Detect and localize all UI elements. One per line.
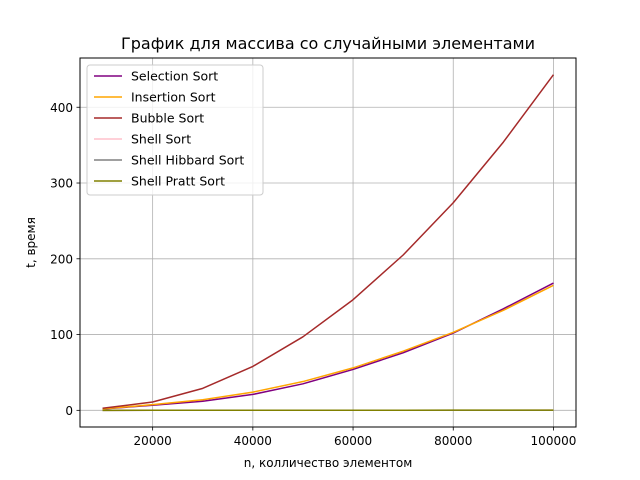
series-line-insertion-sort <box>102 284 554 410</box>
legend-label-selection-sort: Selection Sort <box>131 69 218 84</box>
axis-ticks: 20000 40000 60000 80000 100000 0 100 200 300 400 <box>50 101 576 448</box>
plot-lines <box>102 74 555 412</box>
legend-label-insertion-sort: Insertion Sort <box>131 90 216 105</box>
x-tick-label: 40000 <box>234 434 272 448</box>
legend-label-shell-hibbard-sort: Shell Hibbard Sort <box>131 153 244 168</box>
series-line-bubble-sort <box>102 74 555 410</box>
y-tick-label: 400 <box>50 101 73 115</box>
legend-label-shell-pratt-sort: Shell Pratt Sort <box>131 174 225 189</box>
legend-box <box>86 64 264 196</box>
x-axis-label: n, колличество элементом <box>244 456 413 470</box>
x-tick-label: 80000 <box>434 434 472 448</box>
y-tick-label: 200 <box>50 252 73 266</box>
x-tick-label: 60000 <box>334 434 372 448</box>
y-tick-label: 100 <box>50 328 73 342</box>
plot-frame <box>79 57 577 428</box>
legend-label-bubble-sort: Bubble Sort <box>131 111 204 126</box>
x-tick-label: 20000 <box>134 434 172 448</box>
chart-title: График для массива со случайными элемент… <box>121 34 535 53</box>
legend: Selection Sort Insertion Sort Bubble Sort S… <box>86 64 264 196</box>
legend-label-shell-sort: Shell Sort <box>131 132 191 147</box>
y-tick-label: 300 <box>50 177 73 191</box>
y-axis-label: t, время <box>24 217 38 268</box>
x-tick-label: 100000 <box>531 434 577 448</box>
y-tick-label: 0 <box>65 404 73 418</box>
series-line-selection-sort <box>102 282 554 410</box>
